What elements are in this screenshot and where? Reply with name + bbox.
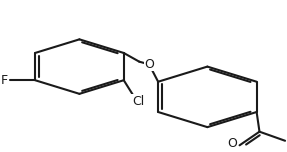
Text: O: O — [228, 137, 237, 150]
Text: Cl: Cl — [132, 95, 144, 108]
Text: F: F — [0, 74, 7, 87]
Text: O: O — [144, 58, 154, 71]
